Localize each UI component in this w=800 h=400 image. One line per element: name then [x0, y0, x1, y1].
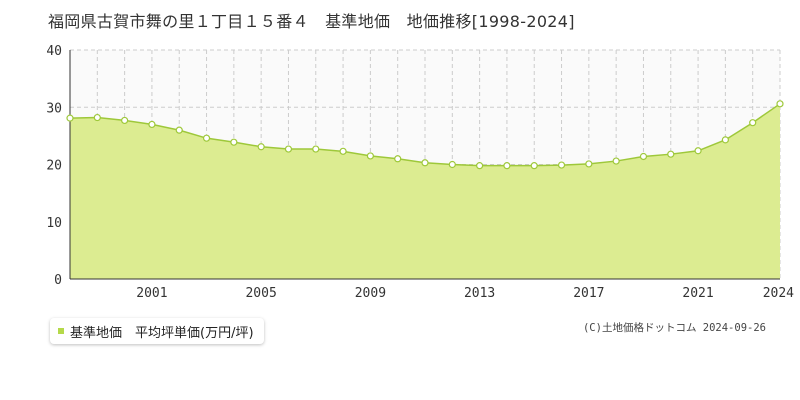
- data-point: [93, 113, 101, 122]
- data-point: [749, 119, 757, 127]
- copyright: (C)土地価格ドットコム 2024-09-26: [582, 322, 766, 334]
- data-point: [530, 162, 538, 170]
- x-tick-label: 2013: [464, 286, 495, 301]
- x-tick-label: 2005: [245, 286, 276, 301]
- data-point: [284, 145, 293, 153]
- x-tick-label: 2009: [355, 286, 386, 301]
- data-point: [257, 143, 265, 151]
- y-tick-label: 30: [46, 101, 62, 116]
- data-point: [421, 159, 429, 167]
- y-tick-labels: 0 10 20 30 40: [46, 44, 62, 288]
- data-points: [66, 100, 784, 170]
- data-point: [667, 150, 675, 158]
- data-point: [448, 160, 456, 169]
- data-point: [66, 114, 74, 122]
- data-point: [175, 126, 183, 134]
- data-point: [202, 134, 211, 142]
- data-point: [121, 116, 129, 125]
- x-tick-label: 2021: [682, 286, 713, 301]
- data-point: [721, 136, 729, 144]
- data-point: [639, 152, 648, 161]
- legend[interactable]: 基準地価 平均坪単価(万円/坪): [50, 318, 264, 344]
- data-point: [557, 161, 566, 169]
- data-point: [585, 160, 593, 168]
- data-point: [694, 147, 702, 155]
- x-tick-labels: 2001 2005 2009 2013 2017 2021 2024: [136, 286, 794, 301]
- data-point: [503, 162, 511, 170]
- x-tick-label: 2024: [763, 286, 794, 301]
- x-tick-label: 2001: [136, 286, 167, 301]
- data-point: [612, 157, 620, 165]
- legend-marker: [58, 328, 64, 334]
- data-point: [339, 147, 347, 155]
- data-point: [148, 120, 156, 129]
- data-point: [366, 152, 374, 160]
- data-point: [476, 162, 484, 170]
- data-point: [776, 100, 784, 108]
- chart-title: 福岡県古賀市舞の里１丁目１５番４ 基準地価 地価推移[1998-2024]: [48, 12, 575, 31]
- y-tick-label: 0: [54, 273, 62, 288]
- y-tick-label: 40: [46, 44, 62, 59]
- axes: [69, 50, 780, 280]
- x-tick-label: 2017: [573, 286, 604, 301]
- y-tick-label: 10: [46, 216, 62, 231]
- y-tick-label: 20: [46, 159, 62, 174]
- data-point: [394, 155, 402, 163]
- area-fill: [70, 103, 780, 279]
- data-point: [312, 145, 320, 153]
- legend-label: 基準地価 平均坪単価(万円/坪): [70, 325, 254, 341]
- data-point: [230, 138, 238, 146]
